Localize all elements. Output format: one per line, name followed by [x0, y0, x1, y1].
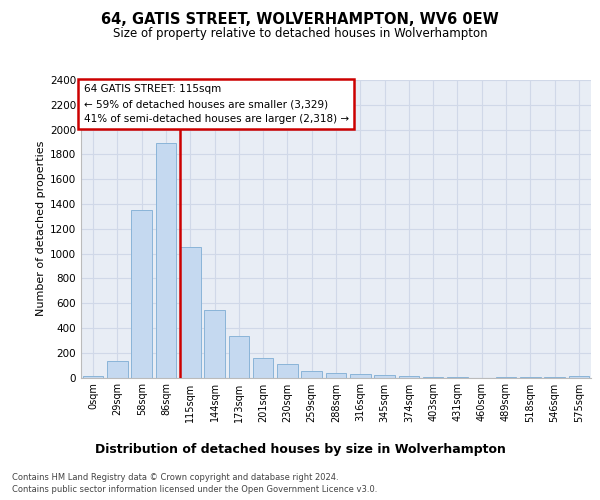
Bar [277, 364, 298, 378]
Bar [301, 370, 322, 378]
Y-axis label: Number of detached properties: Number of detached properties [36, 141, 46, 316]
Text: Contains HM Land Registry data © Crown copyright and database right 2024.: Contains HM Land Registry data © Crown c… [12, 472, 338, 482]
Bar [229, 336, 249, 378]
Text: Size of property relative to detached houses in Wolverhampton: Size of property relative to detached ho… [113, 28, 487, 40]
Bar [569, 376, 589, 378]
Text: Contains public sector information licensed under the Open Government Licence v3: Contains public sector information licen… [12, 485, 377, 494]
Text: Distribution of detached houses by size in Wolverhampton: Distribution of detached houses by size … [95, 442, 505, 456]
Bar [350, 374, 371, 378]
Bar [180, 248, 200, 378]
Bar [374, 375, 395, 378]
Bar [83, 376, 103, 378]
Bar [204, 310, 225, 378]
Bar [107, 362, 128, 378]
Bar [253, 358, 274, 378]
Bar [131, 210, 152, 378]
Bar [155, 143, 176, 378]
Bar [398, 376, 419, 378]
Text: 64 GATIS STREET: 115sqm
← 59% of detached houses are smaller (3,329)
41% of semi: 64 GATIS STREET: 115sqm ← 59% of detache… [83, 84, 349, 124]
Bar [423, 377, 443, 378]
Bar [326, 373, 346, 378]
Text: 64, GATIS STREET, WOLVERHAMPTON, WV6 0EW: 64, GATIS STREET, WOLVERHAMPTON, WV6 0EW [101, 12, 499, 28]
